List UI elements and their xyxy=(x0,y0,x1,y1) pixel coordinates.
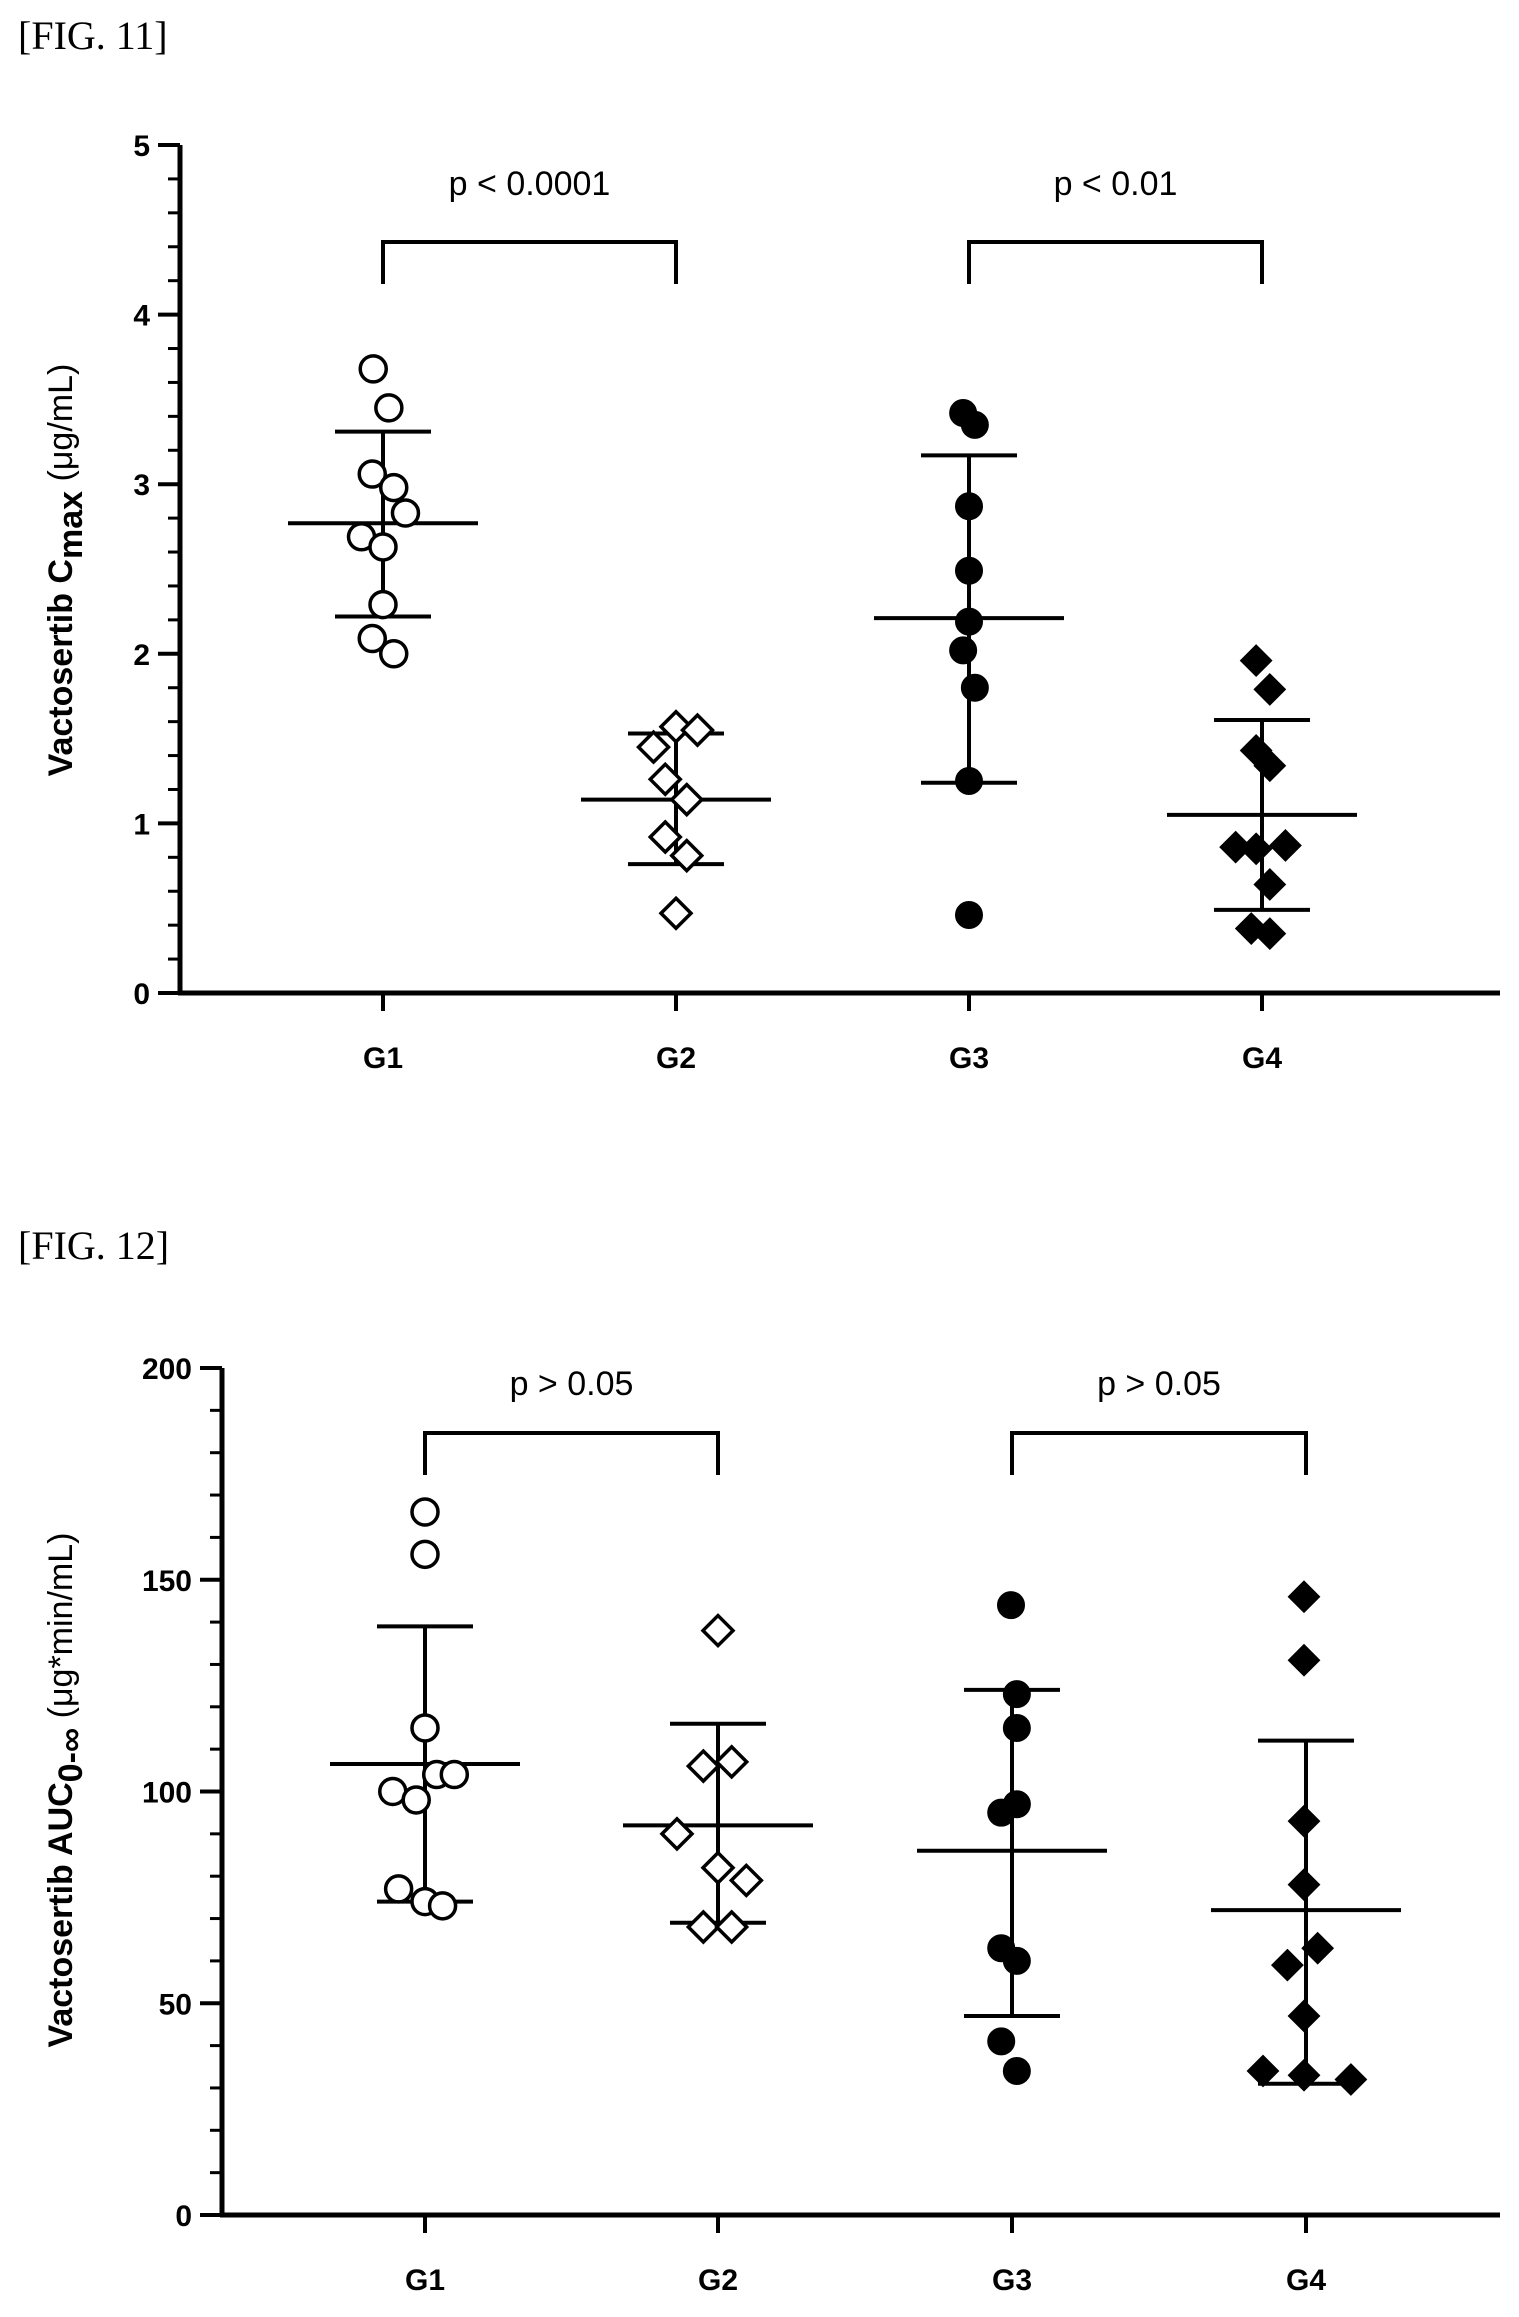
fig11-chart: 0 1 2 3 4 5 G1 G2 G3 G4 Vactosertib Cmax (μg/mL) p … xyxy=(42,130,1500,1075)
fig12-point-g2 xyxy=(714,1744,750,1780)
fig11-point-g1 xyxy=(378,639,409,669)
fig11-point-g4 xyxy=(1219,830,1253,864)
fig12-point-g1 xyxy=(427,1891,458,1921)
fig11-point-g2 xyxy=(669,782,705,818)
fig11-point-g2 xyxy=(669,838,705,874)
fig12-point-g1 xyxy=(410,1539,440,1570)
fig11-point-g1 xyxy=(378,472,409,503)
fig11-point-g3 xyxy=(955,492,983,521)
fig11-comparison-bracket-2 xyxy=(967,240,1264,284)
fig11-y-tick-label: 1 xyxy=(133,808,150,841)
fig11-point-g1 xyxy=(358,354,388,384)
fig11-point-g4 xyxy=(1239,644,1273,677)
fig11-y-tick-label: 4 xyxy=(133,300,150,333)
fig12-point-g2 xyxy=(728,1862,764,1898)
fig11-point-g4 xyxy=(1253,749,1287,783)
fig11-y-tick-label: 0 xyxy=(133,978,150,1011)
fig12-category-label-g2: G2 xyxy=(698,2264,738,2297)
fig11-point-g3 xyxy=(960,673,989,702)
fig12-point-g3 xyxy=(1002,1946,1031,1975)
fig11-point-g2 xyxy=(647,761,683,797)
fig11-point-g1 xyxy=(374,393,404,423)
fig12-point-g4 xyxy=(1334,2063,1368,2096)
fig11-point-g3 xyxy=(960,410,989,439)
fig12-point-g4 xyxy=(1287,1580,1321,1614)
figure-11-label: [FIG. 11] xyxy=(18,13,168,58)
fig11-point-g4 xyxy=(1239,832,1273,866)
fig12-point-g3 xyxy=(1002,1680,1031,1709)
fig12-p-value-label-1: p > 0.05 xyxy=(510,1365,634,1403)
fig12-point-g3 xyxy=(1002,2057,1031,2086)
fig11-point-g1 xyxy=(390,498,421,528)
fig12-y-tick-label: 0 xyxy=(175,2200,192,2233)
fig12-point-g1 xyxy=(410,1713,440,1743)
fig11-category-label-g4: G4 xyxy=(1242,1042,1282,1075)
fig12-point-g1 xyxy=(410,1497,440,1527)
fig12-point-g3 xyxy=(987,2027,1016,2056)
fig12-point-g1 xyxy=(439,1759,470,1790)
fig11-point-g3 xyxy=(955,767,983,795)
fig12-point-g4 xyxy=(1246,2054,1280,2088)
fig12-point-g3 xyxy=(1002,1713,1031,1742)
fig11-point-g2 xyxy=(658,709,694,745)
fig12-point-g1 xyxy=(383,1874,414,1904)
fig11-y-tick-label: 3 xyxy=(133,469,150,502)
fig12-y-axis-label: Vactosertib AUC0-∞ (μg*min/mL) xyxy=(42,1533,90,2048)
fig12-y-tick-label: 50 xyxy=(159,1988,192,2021)
fig11-category-label-g1: G1 xyxy=(363,1042,403,1075)
fig12-point-g4 xyxy=(1287,1868,1321,1902)
fig11-point-g1 xyxy=(368,532,398,562)
fig12-point-g1 xyxy=(401,1785,431,1815)
fig12-p-value-label-2: p > 0.05 xyxy=(1097,1365,1221,1403)
fig11-y-axis-label: Vactosertib Cmax (μg/mL) xyxy=(42,364,90,777)
fig12-y-tick-label: 200 xyxy=(142,1353,192,1386)
fig11-point-g3 xyxy=(955,900,983,929)
figure-12-label: [FIG. 12] xyxy=(18,1223,170,1268)
fig12-point-g2 xyxy=(685,1909,721,1945)
fig12-point-g2 xyxy=(659,1816,695,1852)
fig11-point-g2 xyxy=(647,819,683,855)
fig11-point-g1 xyxy=(357,623,388,654)
fig11-point-g2 xyxy=(636,729,672,765)
fig12-category-label-g3: G3 xyxy=(992,2264,1032,2297)
fig12-category-label-g1: G1 xyxy=(405,2264,445,2297)
fig11-p-value-label-2: p < 0.01 xyxy=(1054,165,1178,203)
fig12-point-g2 xyxy=(700,1850,736,1886)
fig11-point-g3 xyxy=(955,556,983,585)
fig11-point-g1 xyxy=(368,589,398,620)
fig12-point-g3 xyxy=(997,1591,1025,1620)
fig11-category-label-g2: G2 xyxy=(656,1042,696,1075)
fig12-point-g2 xyxy=(685,1748,721,1784)
fig12-point-g4 xyxy=(1287,1804,1321,1838)
fig12-point-g2 xyxy=(700,1613,736,1649)
fig11-comparison-bracket-1 xyxy=(381,240,678,284)
fig11-point-g4 xyxy=(1253,673,1287,706)
fig12-point-g2 xyxy=(714,1909,750,1945)
fig11-p-value-label-1: p < 0.0001 xyxy=(449,165,611,203)
fig11-y-tick-label: 5 xyxy=(133,130,150,163)
fig12-point-g4 xyxy=(1287,1643,1321,1677)
fig12-point-g4 xyxy=(1301,1931,1335,1965)
fig11-point-g4 xyxy=(1253,868,1287,901)
fig11-point-g2 xyxy=(680,712,715,748)
fig11-point-g4 xyxy=(1269,829,1302,862)
fig11-point-g3 xyxy=(955,607,983,636)
fig12-point-g4 xyxy=(1270,1948,1304,1982)
fig12-point-g4 xyxy=(1287,2058,1321,2092)
fig12-point-g4 xyxy=(1287,1999,1321,2033)
fig11-point-g4 xyxy=(1253,917,1287,951)
fig12-y-tick-label: 100 xyxy=(142,1777,192,1810)
fig11-point-g3 xyxy=(949,636,978,665)
fig12-category-label-g4: G4 xyxy=(1286,2264,1326,2297)
fig11-y-tick-label: 2 xyxy=(133,639,150,672)
fig12-point-g3 xyxy=(1002,1790,1031,1819)
fig12-comparison-bracket-2 xyxy=(1010,1431,1308,1475)
fig12-y-tick-label: 150 xyxy=(142,1565,192,1598)
fig11-category-label-g3: G3 xyxy=(949,1042,989,1075)
fig12-comparison-bracket-1 xyxy=(423,1431,720,1475)
fig11-point-g2 xyxy=(658,895,694,931)
fig11-point-g1 xyxy=(357,459,388,489)
